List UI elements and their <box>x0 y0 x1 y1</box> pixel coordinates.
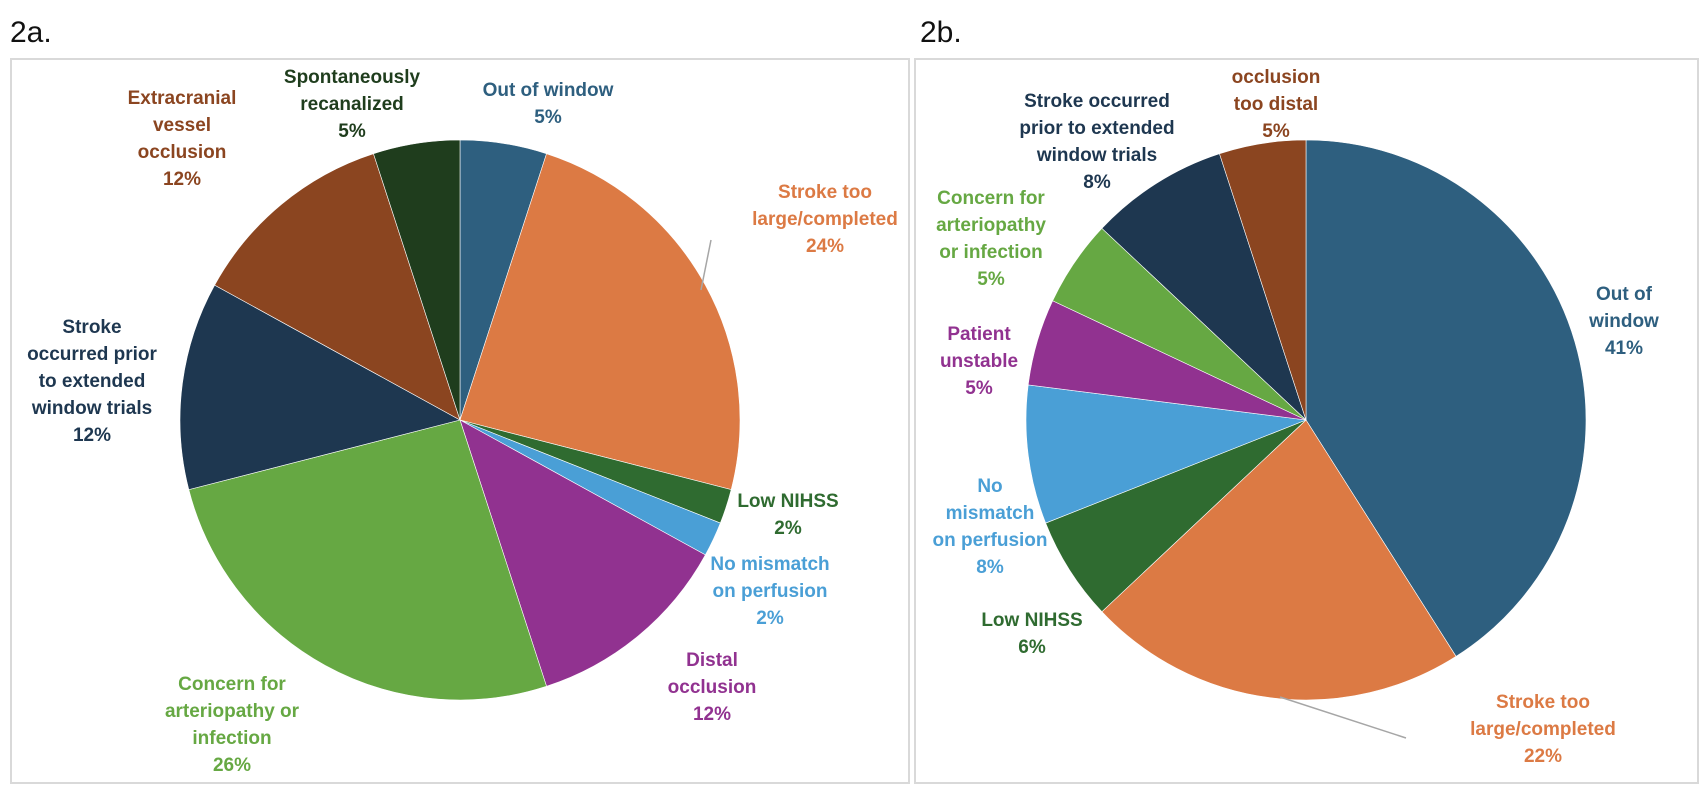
data-label-2b-no-mismatch-on-perfusion: No mismatch on perfusion 8% <box>932 476 1047 578</box>
data-label-2a-extracranial-vessel-occlusion: Extracranial vessel occlusion 12% <box>128 88 237 190</box>
pie-slice-2a-distal-occlusion <box>459 419 706 687</box>
pie-slice-2b-occlusion-too-distal <box>1219 139 1307 421</box>
pie-2a: Out of window 5% Stroke too large/completed… <box>27 67 898 776</box>
leader-line-2b-stroke-too-large-completed <box>1279 696 1407 739</box>
data-label-2a-distal-occlusion: Distal occlusion 12% <box>668 650 757 725</box>
pie-slice-2a-stroke-too-large-completed <box>459 153 741 490</box>
leader-line-2a-stroke-too-large-completed <box>700 239 712 291</box>
data-label-2b-out-of-window: Out of window 41% <box>1588 284 1659 359</box>
pie-slice-2b-stroke-too-large-completed <box>1101 419 1457 701</box>
pie-2b: Out of window 41% Stroke too large/completed… <box>932 67 1659 767</box>
pie-slice-2a-concern-for-arteriopathy-or-infection <box>188 419 547 701</box>
pie-slice-2a-extracranial-vessel-occlusion <box>214 153 461 421</box>
data-label-2a-concern-for-arteriopathy-or-infection: Concern for arteriopathy or infection 26% <box>165 674 300 776</box>
pie-slice-2b-out-of-window <box>1305 139 1587 657</box>
data-label-2a-stroke-too-large-completed: Stroke too large/completed 24% <box>752 182 898 257</box>
data-label-2a-spontaneously-recanalized: Spontaneously recanalized 5% <box>284 67 421 142</box>
data-label-2b-concern-for-arteriopathy-or-infection: Concern for arteriopathy or infection 5% <box>936 188 1046 290</box>
pie-slice-2b-stroke-occurred-prior-to-extended-window-trials <box>1101 153 1307 421</box>
pie-slice-2a-spontaneously-recanalized <box>373 139 461 421</box>
data-label-2a-no-mismatch-on-perfusion: No mismatch on perfusion 2% <box>710 554 829 629</box>
data-label-2b-low-nihss: Low NIHSS 6% <box>981 610 1082 658</box>
data-label-2a-low-nihss: Low NIHSS 2% <box>737 491 838 539</box>
pie-slice-2b-no-mismatch-on-perfusion <box>1025 384 1307 524</box>
data-label-2b-stroke-occurred-prior-to-extended-window-trials: Stroke occurred prior to extended window t… <box>1019 91 1174 193</box>
panel-label-2a: 2a. <box>10 16 52 49</box>
data-label-2b-patient-unstable: Patient unstable 5% <box>940 324 1018 399</box>
data-label-2b-occlusion-too-distal: occlusion too distal 5% <box>1232 67 1321 142</box>
panel-label-2b: 2b. <box>920 16 962 49</box>
data-label-2b-stroke-too-large-completed: Stroke too large/completed 22% <box>1470 692 1616 767</box>
pie-slice-2a-stroke-occurred-prior-to-extended-window-trials <box>179 284 461 490</box>
chart-frame-2a <box>10 58 910 784</box>
chart-frame-2b <box>914 58 1699 784</box>
data-label-2a-stroke-occurred-prior-to-extended-window-trials: Stroke occurred prior to extended window tr… <box>27 317 157 446</box>
data-label-2a-out-of-window: Out of window 5% <box>483 80 614 128</box>
